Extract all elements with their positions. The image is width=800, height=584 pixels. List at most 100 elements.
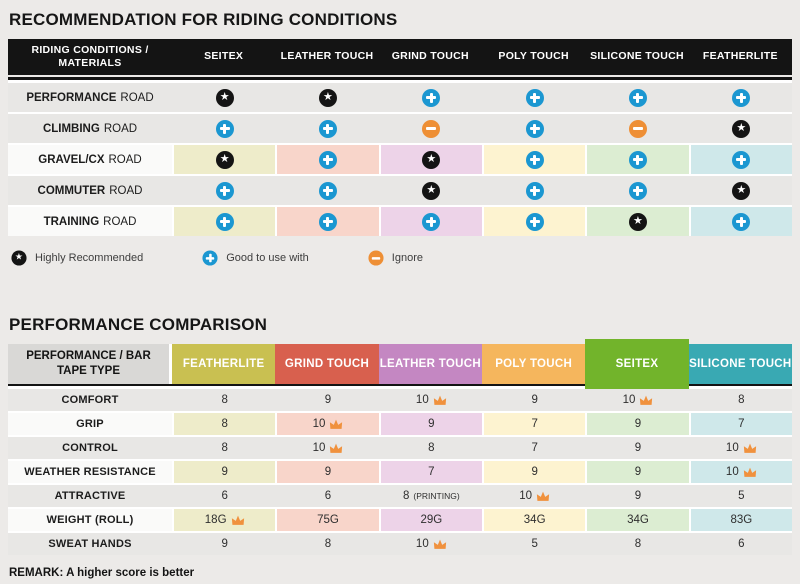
column-header-grind-touch: GRIND TOUCH — [391, 50, 469, 63]
plus-icon — [628, 88, 647, 107]
star-icon: ★ — [422, 150, 441, 169]
minus-icon — [368, 250, 384, 266]
header-divider — [8, 77, 792, 80]
plus-icon — [732, 212, 751, 231]
row-label: PERFORMANCE ROAD — [26, 91, 154, 104]
row-label: SWEAT HANDS — [48, 538, 132, 550]
riding-cell: ★ — [277, 83, 378, 112]
performance-header-label-text: PERFORMANCE / BAR TAPE TYPE — [26, 350, 151, 377]
performance-comparison-section: PERFORMANCE COMPARISON PERFORMANCE / BAR… — [8, 315, 792, 579]
riding-cell — [587, 145, 689, 174]
perf-cell: 10 — [381, 533, 482, 555]
star-icon: ★ — [732, 119, 751, 138]
perf-cell: 9 — [174, 461, 276, 483]
star-icon: ★ — [318, 88, 337, 107]
cell-value: 10 — [416, 394, 447, 406]
perf-row-grip: GRIP 8 10 9 7 9 7 — [8, 413, 792, 435]
plus-icon — [318, 119, 337, 138]
column-header-leather-touch: LEATHER TOUCH — [280, 50, 374, 63]
riding-cell — [484, 83, 585, 112]
row-label: CONTROL — [62, 442, 118, 454]
perf-cell: 9 — [484, 389, 585, 411]
riding-cell — [277, 176, 378, 205]
performance-table-header: PERFORMANCE / BAR TAPE TYPE FEATHERLITE G… — [8, 339, 792, 389]
plus-icon — [422, 88, 441, 107]
riding-cell — [587, 176, 688, 205]
plus-icon — [318, 150, 337, 169]
riding-header-label: RIDING CONDITIONS / MATERIALS — [31, 43, 149, 69]
riding-cell — [587, 83, 688, 112]
riding-cell: ★ — [381, 176, 482, 205]
riding-cell — [174, 114, 275, 143]
perf-cell: 10 — [277, 413, 379, 435]
star-icon: ★ — [628, 212, 647, 231]
cell-value: 6 — [324, 490, 332, 502]
column-header-poly-touch: POLY TOUCH — [498, 50, 569, 63]
plus-icon — [215, 119, 234, 138]
perf-cell: 75G — [277, 509, 379, 531]
remark-text: REMARK: A higher score is better — [9, 567, 195, 579]
perf-cell: 29G — [380, 509, 482, 531]
cell-value: 7 — [738, 418, 745, 430]
perf-cell: 8 — [587, 533, 688, 555]
row-label: COMFORT — [61, 394, 119, 406]
riding-row-commuter: COMMUTER ROAD ★ ★ — [8, 176, 792, 205]
cell-value: 10 — [416, 538, 447, 550]
perf-cell: 8 — [381, 437, 482, 459]
perf-cell: 9 — [587, 461, 689, 483]
cell-value: 10 — [313, 442, 344, 454]
column-header-featherlite: FEATHERLITE — [172, 344, 276, 384]
perf-cell: 7 — [380, 461, 482, 483]
cell-value: 10 — [726, 466, 757, 478]
cell-value: 9 — [324, 466, 332, 478]
cell-value: 8 — [634, 538, 642, 550]
riding-cell — [484, 207, 586, 236]
cell-value: 9 — [634, 442, 642, 454]
riding-cell — [484, 145, 586, 174]
perf-cell: 9 — [484, 461, 586, 483]
row-label: GRAVEL/CX ROAD — [8, 145, 172, 174]
cell-value: 9 — [634, 418, 642, 430]
perf-row-attractive: ATTRACTIVE 6 6 8 (PRINTING) 10 9 5 — [8, 485, 792, 507]
perf-cell: 5 — [484, 533, 585, 555]
column-header-silicone-touch: SILICONE TOUCH — [590, 50, 684, 63]
perf-row-sweat-hands: SWEAT HANDS 9 8 10 5 8 6 — [8, 533, 792, 555]
perf-cell: 7 — [484, 413, 586, 435]
cell-value: 9 — [221, 466, 228, 478]
legend-item-ignore: Ignore — [367, 249, 423, 267]
performance-header-label: PERFORMANCE / BAR TAPE TYPE — [8, 344, 169, 384]
riding-cell — [277, 145, 379, 174]
cell-value: 8 — [221, 418, 228, 430]
cell-value: 7 — [428, 466, 435, 478]
perf-cell: 6 — [174, 485, 275, 507]
perf-cell: 8 — [691, 389, 792, 411]
perf-row-control: CONTROL 8 10 8 7 9 10 — [8, 437, 792, 459]
column-header-silicone-touch: SILICONE TOUCH — [688, 344, 792, 384]
cell-value: 8 — [221, 442, 228, 454]
perf-cell: 6 — [691, 533, 792, 555]
perf-cell: 18G — [174, 509, 276, 531]
cell-value: 5 — [738, 490, 745, 502]
crown-icon — [536, 491, 550, 502]
crown-icon — [329, 419, 343, 430]
riding-cell — [484, 176, 585, 205]
riding-cell: ★ — [587, 207, 689, 236]
minus-icon — [422, 119, 441, 138]
header-divider — [8, 384, 792, 386]
plus-icon — [732, 150, 751, 169]
crown-icon — [433, 395, 447, 406]
row-label: TRAINING ROAD — [8, 207, 172, 236]
cell-value: 8 — [428, 442, 435, 454]
plus-icon — [215, 212, 234, 231]
plus-icon — [318, 181, 337, 200]
perf-cell: 10 — [484, 485, 585, 507]
riding-cell — [277, 114, 378, 143]
column-header-poly-touch: POLY TOUCH — [482, 344, 586, 384]
row-label: GRIP — [8, 413, 172, 435]
cell-note: (PRINTING) — [413, 491, 460, 501]
column-header-featherlite: FEATHERLITE — [702, 50, 778, 63]
cell-value: 83G — [730, 514, 753, 526]
crown-icon — [743, 443, 757, 454]
cell-value: 8 — [324, 538, 332, 550]
